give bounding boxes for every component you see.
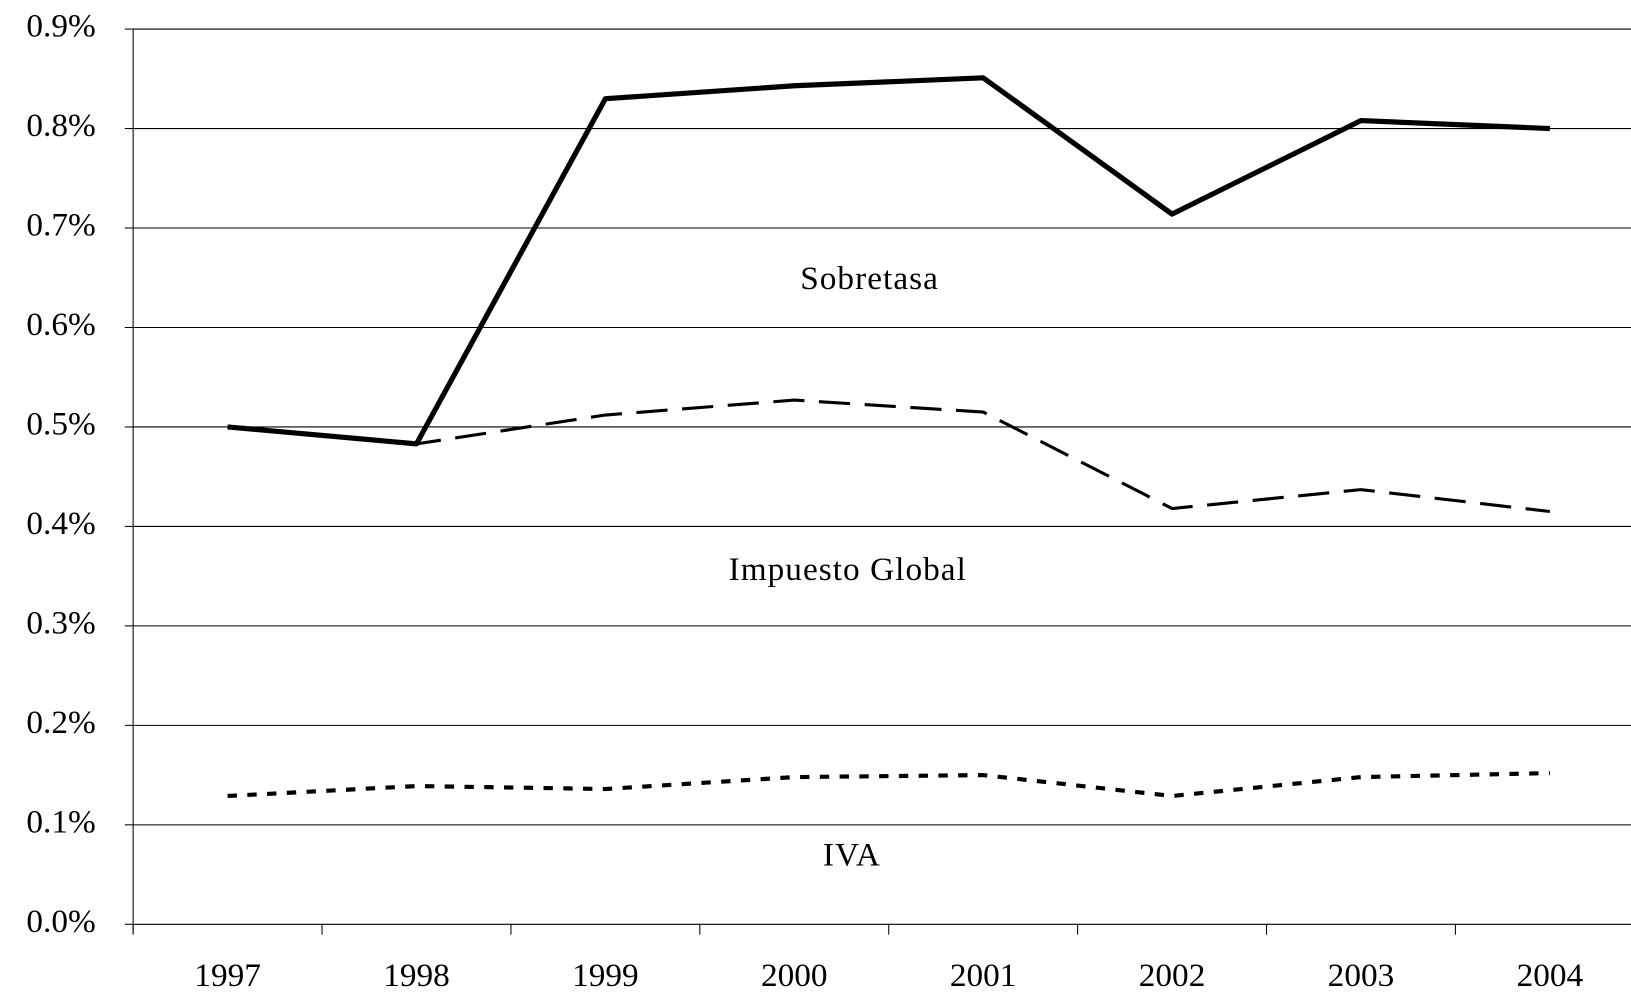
x-tick-label: 2002 (1139, 957, 1206, 994)
x-tick-label: 1999 (572, 957, 639, 994)
x-tick-label: 1997 (194, 957, 261, 994)
x-tick-label: 2000 (761, 957, 828, 994)
x-tick-label: 1998 (383, 957, 450, 994)
series-line (227, 771, 1550, 799)
x-tick-label: 2001 (950, 957, 1017, 994)
series-label: IVA (823, 836, 881, 873)
series-label: Sobretasa (800, 260, 939, 297)
y-tick-label: 0.2% (26, 704, 95, 741)
series-line (227, 398, 1551, 514)
y-tick-label: 0.0% (26, 903, 95, 940)
y-tick-label: 0.1% (26, 803, 95, 840)
y-tick-label: 0.3% (26, 605, 95, 642)
series-label: Impuesto Global (729, 551, 967, 588)
x-tick-label: 2004 (1517, 957, 1584, 994)
y-tick-label: 0.7% (26, 207, 95, 244)
y-tick-label: 0.8% (26, 107, 95, 144)
series-line (227, 75, 1550, 447)
x-tick-label: 2003 (1328, 957, 1395, 994)
y-tick-label: 0.9% (26, 8, 95, 45)
y-tick-label: 0.4% (26, 505, 95, 542)
y-tick-label: 0.6% (26, 306, 95, 343)
y-tick-label: 0.5% (26, 406, 95, 443)
